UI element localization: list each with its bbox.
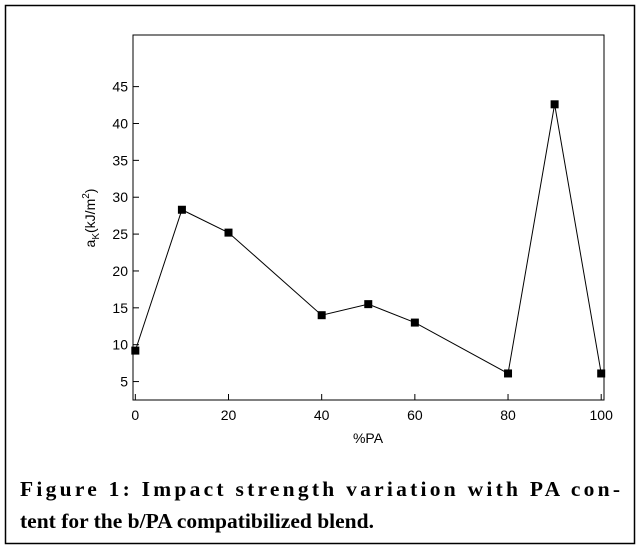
caption-line: tent for the b/PA compatibilized blend. [20, 509, 374, 533]
y-label-sub: K [91, 233, 102, 240]
y-tick-label: 35 [112, 152, 128, 168]
frame [4, 4, 636, 545]
y-tick-label: 5 [120, 374, 128, 390]
x-axis-label: %PA [353, 430, 384, 446]
data-point [224, 228, 233, 237]
y-label-sup: 2 [81, 193, 92, 199]
caption-line: Figure 1: Impact strength variation with… [20, 477, 620, 501]
y-tick-label: 20 [112, 263, 128, 279]
y-tick-label: 30 [112, 189, 128, 205]
y-tick-label: 45 [112, 79, 128, 95]
y-tick-label: 15 [112, 300, 128, 316]
data-point [550, 100, 559, 109]
y-label-base: a [82, 239, 98, 247]
x-tick-label: 20 [221, 407, 237, 423]
y-axis-label: aK(kJ/m2) [81, 189, 102, 248]
x-tick-label: 40 [314, 407, 330, 423]
data-line [134, 104, 602, 375]
x-tick-label: 0 [131, 407, 139, 423]
y-tick-label: 40 [112, 115, 128, 131]
data-point [597, 369, 606, 378]
plot-area [132, 34, 605, 401]
y-tick-label: 10 [112, 337, 128, 353]
x-tick-label: 80 [500, 407, 516, 423]
y-tick-label: 25 [112, 226, 128, 242]
y-label-unit: (kJ/m [82, 199, 98, 233]
data-point [410, 318, 419, 327]
data-point [177, 205, 186, 214]
data-point [317, 311, 326, 320]
x-tick-label: 100 [590, 407, 614, 423]
y-label-close: ) [82, 189, 98, 194]
data-point [364, 300, 373, 309]
data-point [131, 346, 140, 355]
x-tick-label: 60 [407, 407, 423, 423]
data-point [504, 369, 513, 378]
